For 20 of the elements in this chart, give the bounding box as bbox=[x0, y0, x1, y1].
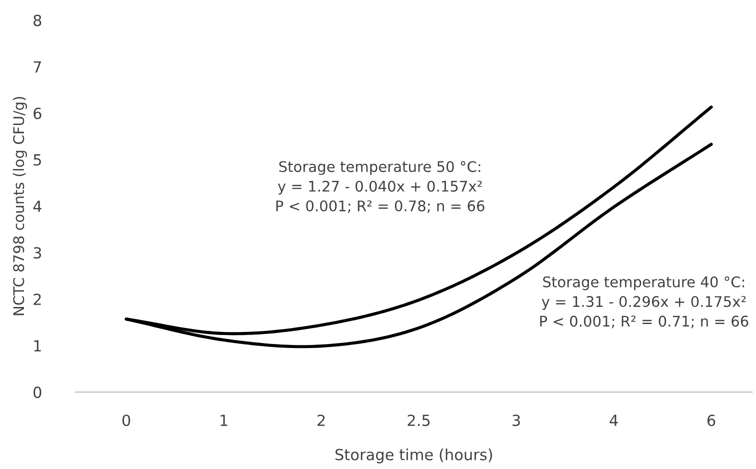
y-axis-title: NCTC 8798 counts (log CFU/g) bbox=[12, 97, 27, 316]
x-tick-label: 4 bbox=[610, 414, 618, 426]
y-tick-label: 2 bbox=[34, 294, 41, 305]
y-tick-label: 8 bbox=[34, 14, 42, 26]
x-tick-label: 6 bbox=[707, 414, 716, 426]
x-tick-label: 0 bbox=[122, 414, 130, 426]
x-axis-title: Storage time (hours) bbox=[335, 448, 492, 464]
x-tick-label: 1 bbox=[220, 414, 228, 426]
annotation: Storage temperature 50 °C: y = 1.27 - 0.040x + 0.157x² P < 0.001; R² = 0.78; n = 66 bbox=[276, 161, 484, 213]
y-tick-label: 0 bbox=[34, 386, 42, 398]
y-tick-label: 1 bbox=[34, 340, 41, 352]
x-tick-label: 3 bbox=[512, 414, 520, 426]
y-tick-label: 6 bbox=[34, 108, 42, 120]
annotation: Storage temperature 40 °C: y = 1.31 - 0.296x + 0.175x² P < 0.001; R² = 0.71; n = 66 bbox=[540, 276, 748, 328]
y-tick-label: 3 bbox=[34, 247, 42, 259]
y-tick-label: 5 bbox=[34, 154, 41, 166]
x-tick-label: 2.5 bbox=[408, 414, 430, 426]
y-tick-label: 4 bbox=[33, 200, 42, 212]
x-tick-label: 2 bbox=[318, 414, 325, 426]
y-tick-label: 7 bbox=[34, 61, 41, 72]
